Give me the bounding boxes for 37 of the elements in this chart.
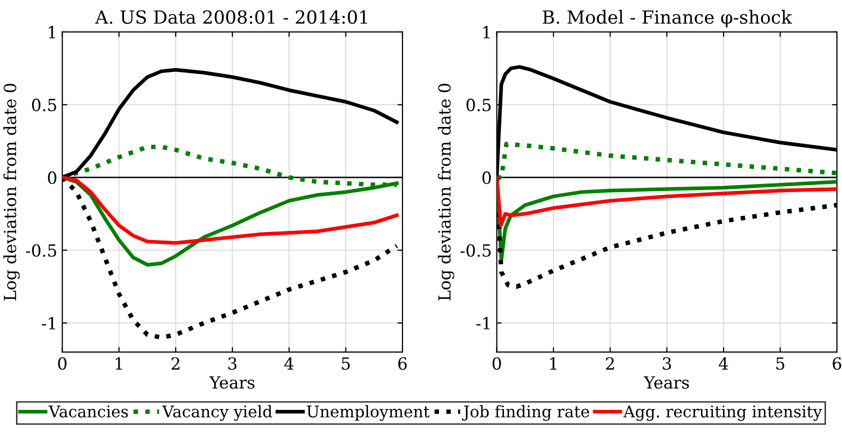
x-tick-label: 6 — [398, 357, 407, 370]
y-tick-label: 0.5 — [32, 98, 56, 112]
x-tick-label: 4 — [718, 357, 728, 370]
x-axis-title: Years — [644, 376, 689, 389]
y-tick-label: 1 — [483, 26, 490, 38]
y-tick-label: -1 — [42, 316, 56, 330]
legend-label: Agg. recruiting intensity — [623, 406, 822, 421]
x-tick-label: 1 — [550, 357, 556, 370]
x-tick-label: 5 — [342, 357, 350, 370]
y-tick-label: 0 — [482, 171, 491, 184]
chart-title: B. Model - Finance φ-shock — [542, 10, 792, 28]
x-tick-label: 2 — [172, 357, 180, 370]
legend-label: Vacancies — [48, 406, 128, 418]
x-tick-label: 0 — [492, 357, 501, 370]
x-tick-label: 3 — [662, 357, 671, 370]
legend-label: Vacancy yield — [162, 405, 272, 421]
y-axis-title: Log deviation from date 0 — [3, 84, 20, 300]
x-tick-label: 0 — [58, 357, 67, 370]
legend-label: Unemployment — [306, 405, 430, 421]
y-tick-label: 1 — [48, 26, 56, 38]
x-tick-label: 3 — [228, 357, 236, 370]
x-tick-label: 4 — [284, 357, 294, 370]
chart-title: A. US Data 2008:01 - 2014:01 — [95, 10, 368, 24]
y-tick-label: 0 — [48, 171, 56, 184]
legend-label: Job finding rate — [462, 405, 590, 421]
line-series — [62, 176, 399, 245]
y-tick-label: -1 — [476, 316, 490, 330]
x-tick-label: 6 — [832, 357, 842, 370]
x-axis-title: Years — [209, 376, 254, 389]
x-tick-label: 1 — [116, 357, 122, 370]
x-tick-label: 5 — [776, 357, 784, 370]
line-series — [496, 176, 837, 228]
y-tick-label: -0.5 — [26, 244, 56, 257]
y-axis-title: Log deviation from date 0 — [438, 84, 454, 300]
y-tick-label: -0.5 — [460, 244, 491, 257]
y-tick-label: 0.5 — [466, 98, 491, 112]
x-tick-label: 2 — [606, 357, 614, 370]
